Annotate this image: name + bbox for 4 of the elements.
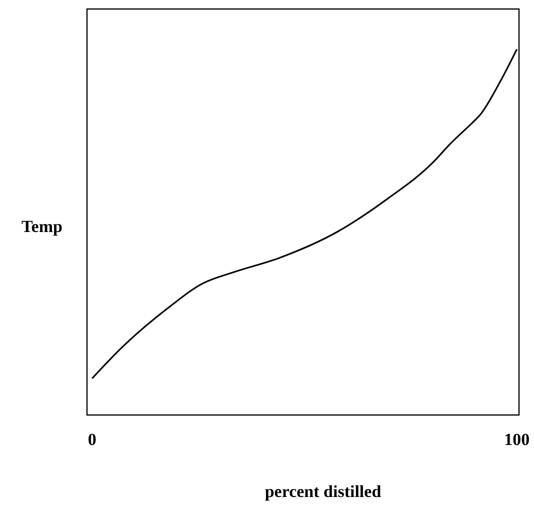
y-axis-title: Temp [22, 217, 62, 236]
x-tick-label: 0 [88, 430, 96, 449]
x-axis-title: percent distilled [264, 482, 382, 501]
x-tick-label: 100 [504, 430, 530, 449]
